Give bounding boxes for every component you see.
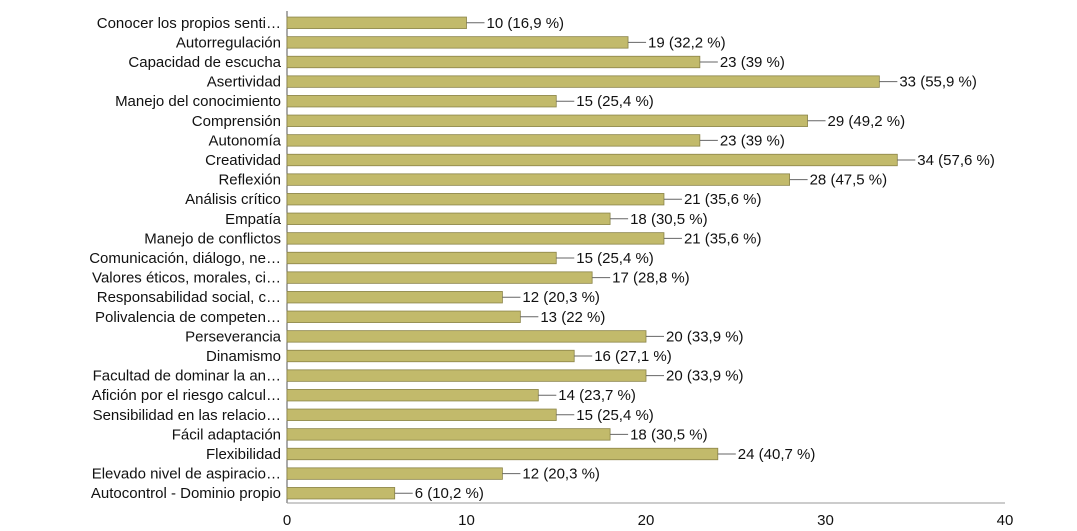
bar — [286, 487, 396, 500]
category-label: Manejo de conflictos — [144, 230, 281, 247]
data-label: 34 (57,6 %) — [917, 152, 995, 169]
category-label: Conocer los propios senti… — [97, 15, 281, 32]
bar — [286, 95, 557, 108]
x-axis-ticks: 0 10 20 30 40 — [283, 512, 1014, 529]
data-label: 21 (35,6 %) — [684, 191, 762, 208]
bar — [286, 310, 521, 323]
data-label: 20 (33,9 %) — [666, 368, 744, 385]
bar — [286, 428, 611, 441]
category-label: Flexibilidad — [206, 446, 281, 463]
bar — [286, 153, 898, 167]
category-label: Sensibilidad en las relacio… — [93, 407, 281, 424]
data-label: 10 (16,9 %) — [487, 15, 565, 32]
category-label: Autocontrol - Dominio propio — [91, 485, 281, 502]
category-label: Capacidad de escucha — [128, 54, 281, 71]
category-label: Empatía — [225, 211, 282, 228]
category-label: Elevado nivel de aspiracio… — [92, 466, 281, 483]
bar — [286, 369, 647, 382]
data-label: 15 (25,4 %) — [576, 250, 654, 267]
category-label: Autorregulación — [176, 34, 281, 51]
bar — [286, 447, 719, 461]
data-label: 18 (30,5 %) — [630, 211, 708, 228]
data-label: 28 (47,5 %) — [810, 172, 888, 189]
data-label: 16 (27,1 %) — [594, 348, 672, 365]
data-label: 24 (40,7 %) — [738, 446, 816, 463]
bar — [286, 193, 665, 206]
category-label: Fácil adaptación — [172, 426, 281, 443]
category-label: Responsabilidad social, c… — [97, 289, 281, 306]
category-label: Comprensión — [192, 113, 281, 130]
bar — [286, 75, 880, 88]
bar — [286, 330, 647, 343]
category-label: Valores éticos, morales, ci… — [92, 270, 281, 287]
bar — [286, 349, 575, 363]
category-label: Dinamismo — [206, 348, 281, 365]
category-label: Comunicación, diálogo, ne… — [89, 250, 281, 267]
category-label: Polivalencia de competen… — [95, 309, 281, 326]
x-tick-label: 40 — [997, 512, 1014, 529]
category-label: Asertividad — [207, 74, 281, 91]
category-label: Análisis crítico — [185, 191, 281, 208]
x-tick-label: 10 — [458, 512, 475, 529]
x-tick-label: 20 — [638, 512, 655, 529]
data-label: 19 (32,2 %) — [648, 34, 726, 51]
category-label: Autonomía — [208, 132, 281, 149]
bar — [286, 173, 791, 186]
data-label: 18 (30,5 %) — [630, 426, 708, 443]
x-tick-label: 0 — [283, 512, 291, 529]
data-label: 15 (25,4 %) — [576, 407, 654, 424]
category-label: Facultad de dominar la an… — [93, 368, 281, 385]
category-label: Perseverancia — [185, 328, 282, 345]
bar — [286, 134, 701, 147]
bar — [286, 389, 539, 402]
bar — [286, 467, 503, 480]
data-label: 12 (20,3 %) — [522, 289, 600, 306]
bar — [286, 212, 611, 225]
data-label: 17 (28,8 %) — [612, 270, 690, 287]
bar — [286, 251, 557, 265]
bar — [286, 291, 503, 304]
data-label: 33 (55,9 %) — [899, 74, 977, 91]
bar — [286, 232, 665, 245]
data-label: 20 (33,9 %) — [666, 328, 744, 345]
bar — [286, 114, 808, 127]
data-label: 29 (49,2 %) — [828, 113, 906, 130]
data-label: 23 (39 %) — [720, 132, 785, 149]
bars-layer: Conocer los propios senti… 10 (16,9 %) Aut… — [89, 15, 995, 502]
category-label: Afición por el riesgo calcul… — [92, 387, 281, 404]
data-label: 21 (35,6 %) — [684, 230, 762, 247]
x-tick-label: 30 — [817, 512, 834, 529]
bar — [286, 271, 593, 284]
bar — [286, 36, 629, 49]
data-label: 12 (20,3 %) — [522, 466, 600, 483]
bar — [286, 16, 467, 29]
category-label: Creatividad — [205, 152, 281, 169]
bar — [286, 55, 701, 69]
category-label: Reflexión — [218, 172, 281, 189]
category-label: Manejo del conocimiento — [115, 93, 281, 110]
data-label: 14 (23,7 %) — [558, 387, 636, 404]
data-label: 6 (10,2 %) — [415, 485, 484, 502]
data-label: 23 (39 %) — [720, 54, 785, 71]
data-label: 15 (25,4 %) — [576, 93, 654, 110]
bar — [286, 408, 557, 421]
data-label: 13 (22 %) — [540, 309, 605, 326]
